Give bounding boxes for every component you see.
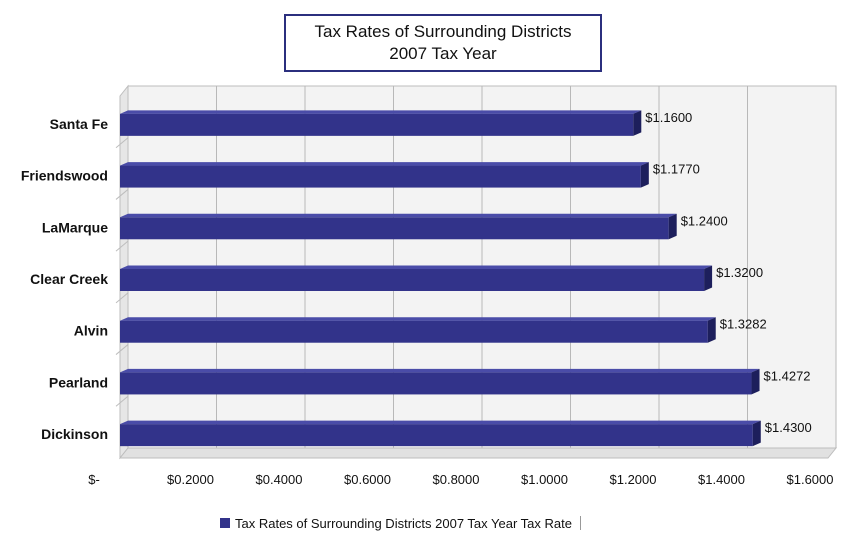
- bar-end: [707, 317, 716, 343]
- bar-end: [751, 368, 760, 395]
- bar-top: [120, 213, 677, 218]
- data-label: $1.1770: [653, 162, 700, 177]
- bar: [120, 217, 669, 240]
- x-tick-label: $0.2000: [167, 472, 214, 487]
- chart-subtitle: 2007 Tax Year: [389, 44, 497, 63]
- data-label: $1.2400: [681, 213, 728, 228]
- x-tick-label: $1.4000: [698, 472, 745, 487]
- bar-top: [120, 265, 713, 269]
- category-label: LaMarque: [42, 219, 108, 235]
- category-divider: [115, 189, 129, 200]
- data-label: $1.4300: [765, 420, 812, 435]
- bar: [120, 424, 753, 447]
- bar: [120, 113, 634, 136]
- bar-end: [668, 213, 677, 240]
- bar-end: [640, 162, 649, 188]
- x-tick-label: $0.6000: [344, 472, 391, 487]
- x-tick-label: $0.8000: [433, 472, 480, 487]
- bar: [120, 320, 708, 343]
- bar-top: [120, 420, 761, 425]
- bar: [120, 269, 705, 291]
- bar: [120, 165, 641, 188]
- bar-top: [120, 368, 760, 373]
- data-label: $1.1600: [645, 110, 692, 125]
- data-label: $1.4272: [764, 368, 811, 383]
- data-label: $1.3200: [716, 265, 763, 280]
- bar: [120, 372, 752, 395]
- legend-swatch: [220, 518, 230, 528]
- bar-end: [633, 110, 642, 136]
- legend: Tax Rates of Surrounding Districts 2007 …: [220, 515, 581, 531]
- legend-label: Tax Rates of Surrounding Districts 2007 …: [235, 515, 572, 531]
- x-tick-label: $-: [88, 472, 100, 487]
- bar-end: [752, 420, 761, 447]
- category-label: Friendswood: [21, 168, 108, 184]
- x-tick-label: $0.4000: [256, 472, 303, 487]
- bar-top: [120, 317, 716, 321]
- category-label: Clear Creek: [30, 271, 108, 287]
- category-divider: [115, 292, 129, 304]
- category-label: Alvin: [74, 323, 108, 339]
- category-divider: [115, 344, 129, 355]
- category-label: Dickinson: [41, 426, 108, 442]
- category-divider: [115, 395, 129, 407]
- bar-top: [120, 110, 642, 114]
- chart-title-box: Tax Rates of Surrounding Districts 2007 …: [284, 14, 602, 72]
- category-divider: [115, 137, 129, 149]
- category-divider: [115, 240, 129, 252]
- x-tick-label: $1.6000: [787, 472, 834, 487]
- x-tick-label: $1.2000: [610, 472, 657, 487]
- data-label: $1.3282: [720, 317, 767, 332]
- category-label: Pearland: [49, 374, 108, 390]
- bar-end: [704, 265, 713, 291]
- x-tick-label: $1.0000: [521, 472, 568, 487]
- chart-title: Tax Rates of Surrounding Districts: [314, 22, 572, 41]
- legend-divider: [579, 516, 581, 530]
- bar-top: [120, 162, 649, 166]
- category-label: Santa Fe: [50, 116, 109, 132]
- plot-floor: [118, 447, 838, 459]
